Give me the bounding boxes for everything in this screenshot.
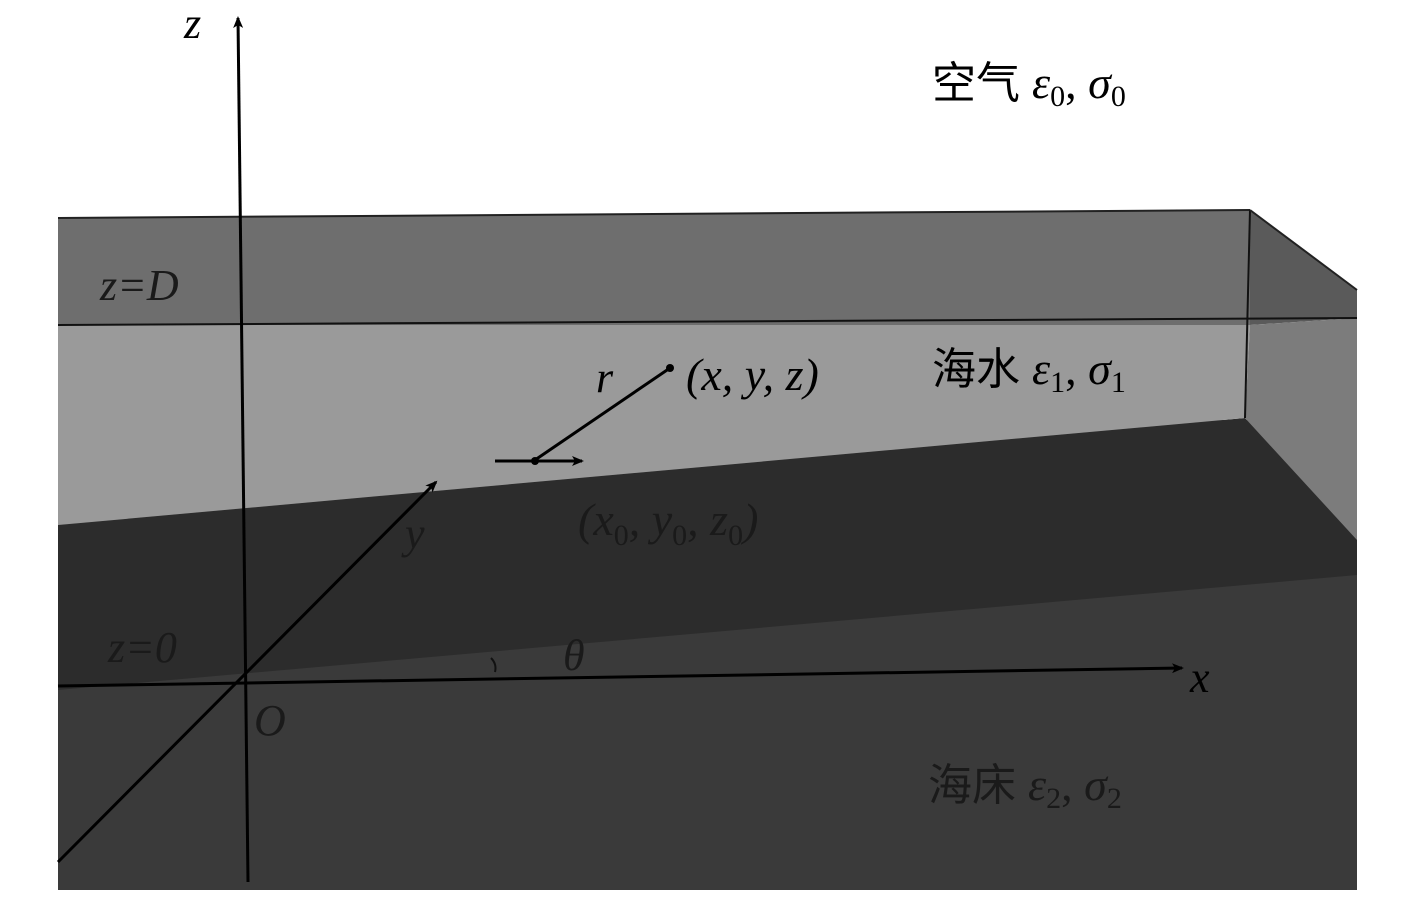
x-axis-label: x: [1189, 653, 1210, 702]
corner-edge: [1244, 209, 1251, 419]
water-layer-side: [1245, 318, 1357, 540]
seabed-slope: [58, 418, 1357, 690]
surface-label: z=D: [99, 261, 179, 310]
source-point-label: (x0, y0, z0): [578, 494, 758, 552]
top-edge: [57, 209, 1251, 219]
top-layer-side: [1250, 210, 1357, 325]
z-axis-label: z: [183, 0, 201, 48]
x-axis: [57, 663, 1184, 688]
y-axis-label: y: [401, 509, 425, 558]
source-point-dot: [531, 457, 539, 465]
y-axis: [56, 480, 438, 864]
bottom-label: z=0: [107, 623, 177, 672]
field-point-dot: [666, 364, 674, 372]
r-vector: [534, 366, 671, 462]
air-layer-label: 空气 ε0, σ0: [932, 57, 1126, 113]
origin-label: O: [254, 696, 286, 745]
water-layer-label: 海水 ε1, σ1: [932, 343, 1126, 399]
field-point-label: (x, y, z): [686, 349, 819, 400]
top-layer-front: [58, 210, 1250, 325]
side-top-edge: [1249, 209, 1358, 291]
angle-arc: [490, 657, 497, 673]
z-axis: [233, 16, 250, 883]
r-label: r: [596, 353, 614, 402]
surface-line: [57, 317, 1358, 326]
water-layer-front: [58, 325, 1250, 525]
seabed-layer-label: 海床 ε2, σ2: [928, 759, 1122, 815]
theta-label: θ: [563, 631, 585, 680]
